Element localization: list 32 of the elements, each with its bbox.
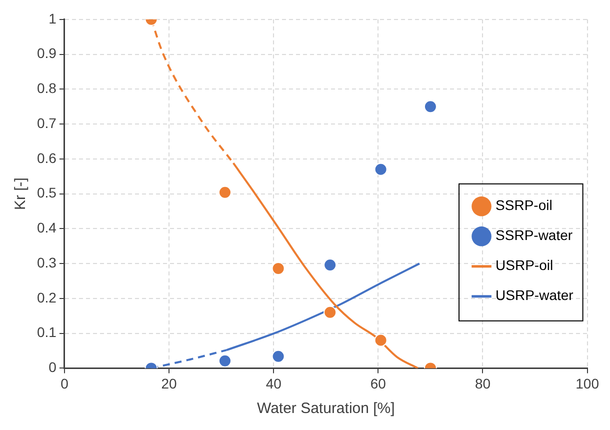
point <box>374 162 388 176</box>
y-tick-label: 1 <box>48 10 57 26</box>
x-tick-label: 80 <box>474 375 491 392</box>
y-tick-label: 0.5 <box>36 184 57 201</box>
legend-label: SSRP-water <box>496 227 573 244</box>
x-tick-label: 20 <box>161 375 178 392</box>
x-axis-title: Water Saturation [%] <box>256 400 395 418</box>
y-tick-label: 0.6 <box>36 150 57 166</box>
y-tick-label: 0.7 <box>36 114 57 131</box>
legend-label: SSRP-oil <box>496 197 552 214</box>
legend-label: USRP-oil <box>496 257 554 274</box>
point <box>374 334 388 347</box>
point <box>324 306 337 319</box>
y-axis-title: Kr [-] <box>12 178 30 210</box>
y-tick-label: 0 <box>48 359 57 376</box>
point <box>218 186 232 199</box>
y-tick-label: 0.2 <box>36 289 57 306</box>
x-tick-label: 60 <box>370 375 386 392</box>
point <box>218 354 232 368</box>
point <box>324 258 337 272</box>
x-tick-label: 40 <box>266 375 282 392</box>
x-tick-label: 0 <box>60 375 69 392</box>
point <box>424 100 437 114</box>
y-tick-label: 0.4 <box>36 220 57 236</box>
x-tick-label: 100 <box>576 375 600 392</box>
legend-label: USRP-water <box>496 287 574 304</box>
point <box>272 350 285 363</box>
y-tick-label: 0.3 <box>36 254 57 270</box>
y-tick-label: 0.9 <box>36 45 57 62</box>
point <box>272 262 285 275</box>
y-tick-label: 0.1 <box>36 324 57 340</box>
y-tick-label: 0.8 <box>36 80 57 96</box>
